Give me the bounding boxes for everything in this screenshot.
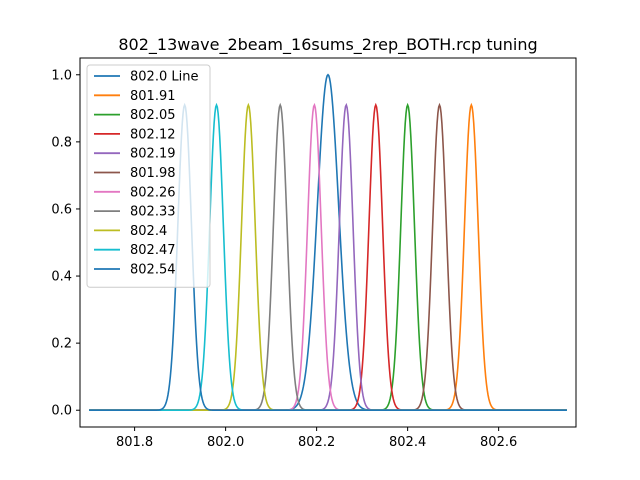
legend-label: 802.19 <box>130 147 176 162</box>
x-tick-label: 801.8 <box>116 435 153 450</box>
legend-label: 802.54 <box>130 263 176 278</box>
legend: 802.0 Line 801.91 802.05 802.12 802.19 801.98… <box>86 64 211 288</box>
y-tick-label: 1.0 <box>51 68 72 83</box>
plot-area <box>89 73 567 412</box>
chart-title: 802_13wave_2beam_16sums_2rep_BOTH.rcp tu… <box>118 35 537 55</box>
x-tick-label: 802.0 <box>207 435 244 450</box>
y-tick-label: 0.0 <box>51 404 72 419</box>
legend-label: 802.47 <box>130 243 176 258</box>
y-tick-label: 0.2 <box>51 337 72 352</box>
legend-label: 802.26 <box>130 185 176 200</box>
legend-label: 801.91 <box>130 89 176 104</box>
axes-frame <box>79 57 577 428</box>
y-axis-ticks: 0.0 0.2 0.4 0.6 0.8 1.0 <box>51 68 80 419</box>
x-tick-label: 802.4 <box>389 435 426 450</box>
legend-label: 802.12 <box>130 127 176 142</box>
legend-box <box>86 64 211 288</box>
x-tick-label: 802.2 <box>298 435 335 450</box>
legend-label: 802.05 <box>130 108 176 123</box>
x-tick-label: 802.6 <box>480 435 517 450</box>
legend-label: 802.4 <box>130 224 167 239</box>
series-line-10 <box>89 102 567 412</box>
legend-label: 802.33 <box>130 205 176 220</box>
legend-label: 802.0 Line <box>130 70 198 85</box>
x-axis-ticks: 801.8 802.0 802.2 802.4 802.6 <box>116 427 517 450</box>
y-tick-label: 0.6 <box>51 202 72 217</box>
legend-label: 801.98 <box>130 166 176 181</box>
y-tick-label: 0.8 <box>51 135 72 150</box>
y-tick-label: 0.4 <box>51 270 72 285</box>
series-layer <box>89 73 567 412</box>
